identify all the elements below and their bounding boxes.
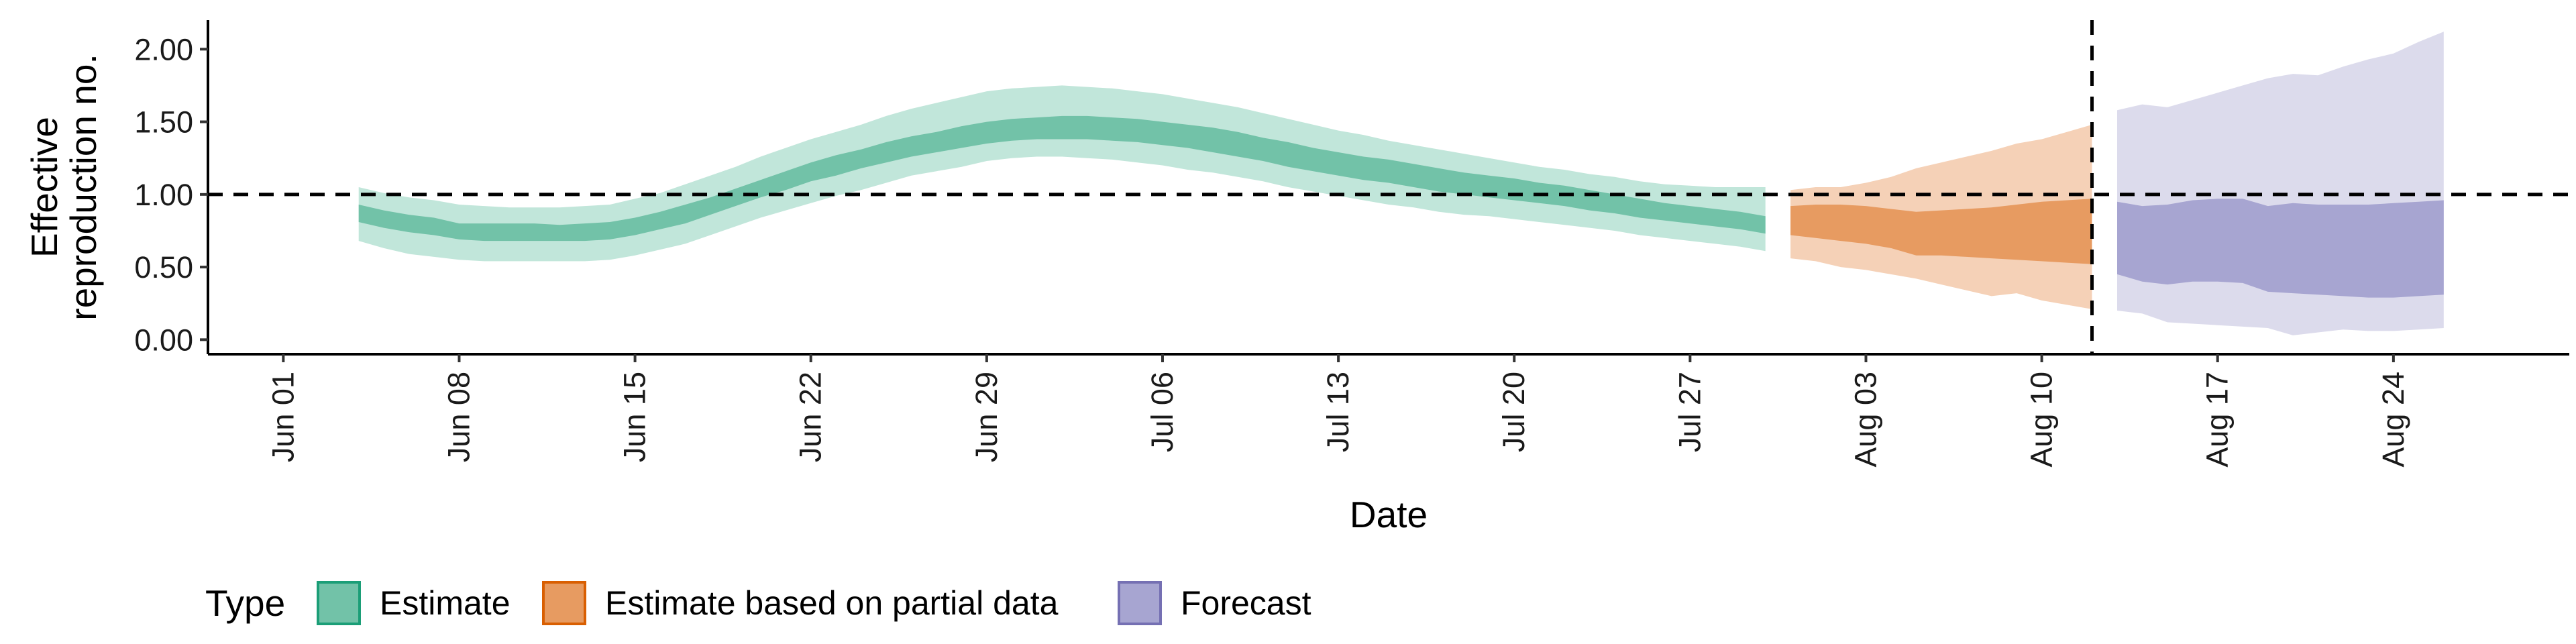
legend-label: Estimate based on partial data bbox=[605, 584, 1059, 622]
x-tick-label: Jun 29 bbox=[969, 372, 1004, 462]
x-axis-title: Date bbox=[1350, 494, 1428, 535]
y-axis-title-line: Effective bbox=[23, 117, 65, 258]
legend-swatch bbox=[317, 581, 361, 625]
legend-swatch bbox=[542, 581, 586, 625]
y-axis-title: Effectivereproduction no. bbox=[23, 54, 104, 321]
x-tick-label: Jun 01 bbox=[266, 372, 300, 462]
x-tick-label: Jul 27 bbox=[1672, 372, 1707, 452]
x-tick-label: Jun 15 bbox=[618, 372, 652, 462]
y-tick-label: 2.00 bbox=[134, 32, 193, 66]
band-90-series-0 bbox=[358, 85, 1766, 262]
x-tick-label: Aug 03 bbox=[1848, 372, 1882, 468]
series-bands bbox=[358, 32, 2444, 335]
legend: Type Estimate Estimate based on partial d… bbox=[205, 581, 1311, 625]
x-tick-label: Jun 22 bbox=[794, 372, 828, 462]
x-tick-label: Jun 08 bbox=[441, 372, 476, 462]
x-tick-label: Aug 24 bbox=[2376, 372, 2410, 468]
x-tick-label: Aug 17 bbox=[2200, 372, 2235, 468]
y-axis-title-line: reproduction no. bbox=[62, 54, 104, 321]
x-tick-label: Jul 06 bbox=[1145, 372, 1179, 452]
legend-label: Estimate bbox=[380, 584, 511, 622]
legend-swatch bbox=[1118, 581, 1162, 625]
y-tick-label: 1.50 bbox=[134, 105, 193, 140]
x-tick-label: Jul 13 bbox=[1321, 372, 1355, 452]
x-tick-label: Jul 20 bbox=[1497, 372, 1531, 452]
x-tick-label: Aug 10 bbox=[2025, 372, 2059, 468]
band-50-series-0 bbox=[358, 115, 1766, 241]
axes: 0.00 0.50 1.00 1.50 2.00 Jun 01 Jun 08 Jun 15 Ju… bbox=[134, 20, 2569, 468]
y-tick-label: 1.00 bbox=[134, 178, 193, 212]
band-50-series-2 bbox=[2117, 199, 2444, 298]
legend-label: Forecast bbox=[1181, 584, 1311, 622]
legend-title: Type bbox=[205, 582, 285, 624]
band-50-series-1 bbox=[1790, 199, 2092, 264]
y-tick-label: 0.50 bbox=[134, 250, 193, 284]
y-tick-label: 0.00 bbox=[134, 323, 193, 357]
